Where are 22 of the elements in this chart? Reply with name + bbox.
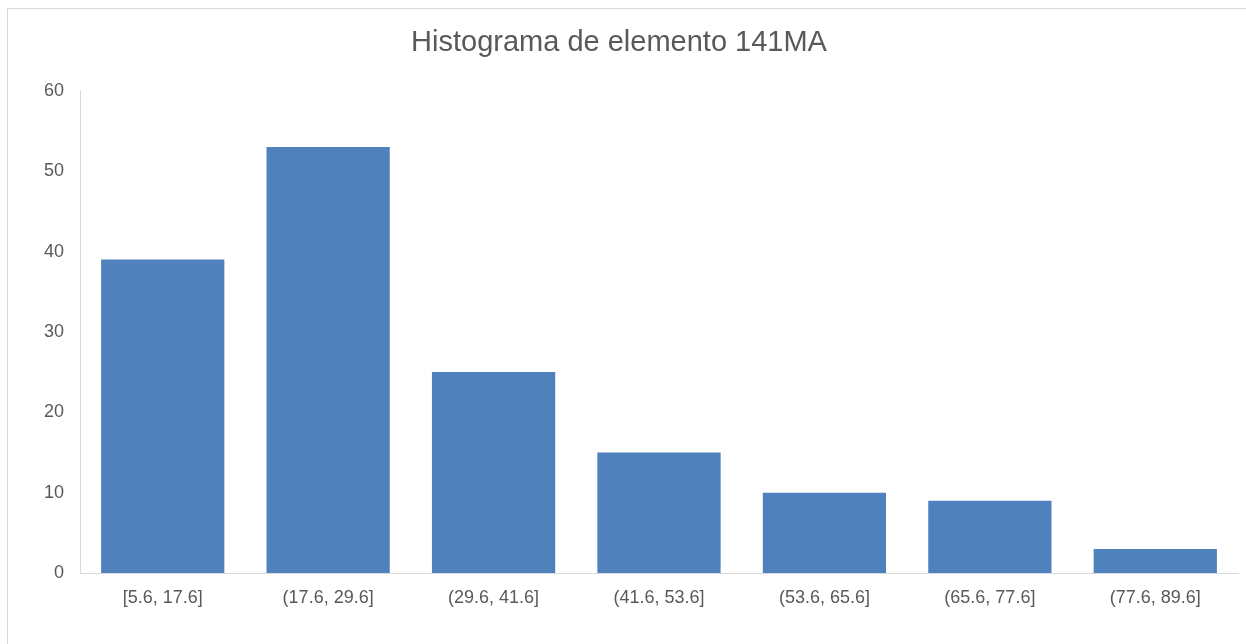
chart-title: Histograma de elemento 141MA: [411, 25, 828, 58]
x-tick-label: (17.6, 29.6]: [282, 586, 374, 607]
y-tick-label: 30: [43, 320, 64, 341]
y-tick-label: 40: [43, 240, 64, 261]
y-tick-label: 50: [43, 160, 64, 181]
x-tick-label: (53.6, 65.6]: [778, 586, 870, 607]
y-tick-label: 10: [43, 481, 64, 502]
x-tick-label: (41.6, 53.6]: [613, 586, 705, 607]
bar: [101, 259, 225, 573]
x-tick-label: (65.6, 77.6]: [944, 586, 1036, 607]
x-tick-label: [5.6, 17.6]: [122, 586, 203, 607]
bar: [597, 452, 721, 573]
bar: [1093, 548, 1217, 573]
x-tick-label: (77.6, 89.6]: [1109, 586, 1201, 607]
bar: [928, 500, 1052, 573]
y-tick-label: 60: [43, 79, 64, 100]
bar: [431, 372, 556, 573]
y-tick-label: 0: [53, 561, 64, 582]
bar: [762, 492, 887, 573]
bar: [266, 147, 390, 573]
y-tick-label: 20: [43, 401, 64, 422]
x-tick-label: (29.6, 41.6]: [448, 586, 540, 607]
